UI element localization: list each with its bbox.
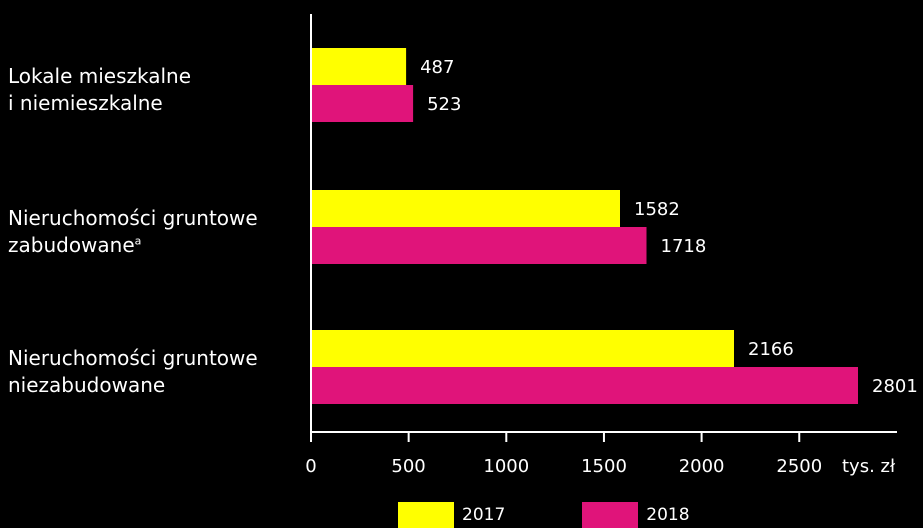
bar-2018-1 bbox=[311, 227, 647, 264]
x-tick-label: 2000 bbox=[679, 456, 725, 477]
value-label: 1718 bbox=[661, 236, 707, 257]
value-label: 2166 bbox=[748, 339, 794, 360]
category-label-line1: Lokale mieszkalne bbox=[8, 64, 192, 88]
category-label-line2: zabudowane bbox=[8, 233, 135, 257]
x-tick-label: 2500 bbox=[776, 456, 822, 477]
category-label-line1: Nieruchomości gruntowe bbox=[8, 206, 258, 230]
x-tick-label: 1500 bbox=[581, 456, 627, 477]
category-label-lokale: Lokale mieszkalne i niemieszkalne bbox=[8, 63, 191, 117]
legend: 2017 2018 bbox=[398, 502, 690, 528]
x-tick-label: 0 bbox=[305, 456, 316, 477]
bar-2018-2 bbox=[311, 367, 858, 404]
x-unit-label: tys. zł bbox=[842, 456, 896, 477]
footnote-marker: a bbox=[134, 234, 142, 248]
category-label-zabudowane: Nieruchomości gruntowe zabudowanea bbox=[8, 205, 258, 259]
category-label-line2-wrap: zabudowanea bbox=[8, 232, 258, 259]
category-label-line1: Nieruchomości gruntowe bbox=[8, 346, 258, 370]
value-label: 2801 bbox=[872, 376, 918, 397]
category-label-niezabudowane: Nieruchomości gruntowe niezabudowane bbox=[8, 345, 258, 399]
bar-2018-0 bbox=[311, 85, 414, 122]
legend-label-2018: 2018 bbox=[646, 505, 690, 525]
legend-label-2017: 2017 bbox=[462, 505, 506, 525]
value-label: 523 bbox=[427, 94, 461, 115]
category-label-line2: i niemieszkalne bbox=[8, 91, 163, 115]
bar-2017-0 bbox=[311, 48, 407, 85]
value-label: 487 bbox=[420, 57, 454, 78]
category-label-line2: niezabudowane bbox=[8, 373, 166, 397]
bar-2017-1 bbox=[311, 190, 620, 227]
bar-2017-2 bbox=[311, 330, 734, 367]
legend-swatch-2018 bbox=[582, 502, 639, 528]
legend-swatch-2017 bbox=[398, 502, 454, 528]
x-tick-label: 500 bbox=[391, 456, 425, 477]
x-tick-label: 1000 bbox=[483, 456, 529, 477]
value-label: 1582 bbox=[634, 199, 680, 220]
